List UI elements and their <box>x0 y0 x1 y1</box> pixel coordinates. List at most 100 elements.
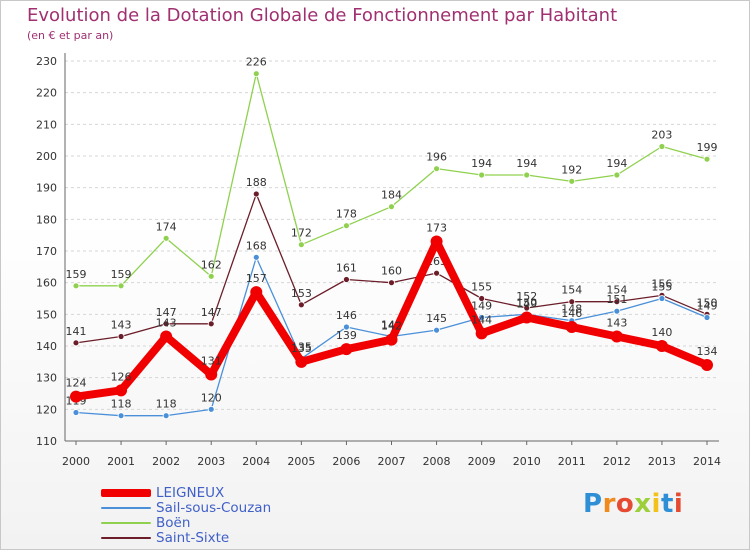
y-tick-label: 120 <box>36 403 57 416</box>
data-label-bo-n: 178 <box>336 208 357 221</box>
data-label-saint-sixte: 141 <box>66 325 87 338</box>
data-label-leigneux: 173 <box>426 222 447 235</box>
data-point-leigneux <box>565 321 578 333</box>
data-point-leigneux <box>115 384 128 397</box>
data-point-sail-sous-couzan <box>703 314 711 321</box>
data-point-saint-sixte <box>117 333 125 340</box>
data-label-leigneux: 157 <box>246 272 267 285</box>
data-point-saint-sixte <box>207 320 215 328</box>
x-tick-label: 2011 <box>558 455 586 468</box>
proxiti-logo: Proxiti <box>583 489 684 519</box>
y-tick-label: 150 <box>36 308 57 321</box>
data-label-saint-sixte: 155 <box>471 281 492 294</box>
data-point-leigneux <box>160 330 173 343</box>
data-point-bo-n <box>433 165 440 173</box>
legend-label: LEIGNEUX <box>156 485 225 501</box>
data-point-bo-n <box>658 143 666 150</box>
data-point-saint-sixte <box>613 298 621 306</box>
data-label-sail-sous-couzan: 149 <box>471 300 492 313</box>
data-point-bo-n <box>388 203 395 211</box>
series-line-bo-n <box>75 73 708 287</box>
data-point-bo-n <box>703 155 711 163</box>
data-label-bo-n: 226 <box>246 56 267 69</box>
data-label-sail-sous-couzan: 151 <box>606 293 627 306</box>
legend-swatch <box>101 507 151 509</box>
data-label-bo-n: 159 <box>111 268 132 281</box>
data-point-bo-n <box>297 241 305 249</box>
data-point-sail-sous-couzan <box>252 253 260 261</box>
data-point-saint-sixte <box>162 320 170 328</box>
data-label-saint-sixte: 150 <box>697 296 718 309</box>
data-label-saint-sixte: 147 <box>156 306 177 319</box>
data-label-leigneux: 140 <box>651 326 672 339</box>
data-label-bo-n: 194 <box>471 157 492 170</box>
data-label-sail-sous-couzan: 146 <box>336 309 357 322</box>
data-point-leigneux <box>430 235 443 248</box>
legend-swatch <box>101 537 151 539</box>
data-label-leigneux: 144 <box>471 313 492 326</box>
data-label-sail-sous-couzan: 149 <box>697 300 718 313</box>
data-point-saint-sixte <box>568 298 576 306</box>
data-label-leigneux: 135 <box>291 342 312 355</box>
legend-swatch <box>101 489 151 497</box>
legend-label: Sail-sous-Couzan <box>156 500 272 516</box>
legend-label: Boën <box>156 515 191 531</box>
data-point-bo-n <box>117 282 125 290</box>
data-point-leigneux <box>385 333 398 346</box>
x-tick-label: 2012 <box>603 455 631 468</box>
data-label-leigneux: 143 <box>606 317 627 330</box>
data-label-leigneux: 142 <box>381 320 402 333</box>
data-point-bo-n <box>162 234 170 242</box>
x-tick-label: 2004 <box>242 455 270 468</box>
x-tick-label: 2009 <box>468 455 496 468</box>
data-point-sail-sous-couzan <box>433 326 440 334</box>
data-point-sail-sous-couzan <box>343 323 350 331</box>
data-point-leigneux <box>520 311 533 324</box>
data-point-saint-sixte <box>252 190 260 198</box>
data-label-sail-sous-couzan: 168 <box>246 239 267 252</box>
data-label-bo-n: 172 <box>291 227 312 240</box>
data-label-bo-n: 184 <box>381 189 402 202</box>
data-point-sail-sous-couzan <box>658 295 666 302</box>
data-label-bo-n: 162 <box>201 258 222 271</box>
data-point-bo-n <box>568 177 576 185</box>
data-point-saint-sixte <box>388 279 395 287</box>
data-point-bo-n <box>72 282 80 290</box>
data-label-bo-n: 194 <box>606 157 627 170</box>
data-point-saint-sixte <box>72 339 80 347</box>
x-tick-label: 2008 <box>423 455 451 468</box>
data-point-leigneux <box>655 340 668 352</box>
y-tick-label: 230 <box>36 55 57 68</box>
chart-title: Evolution de la Dotation Globale de Fonc… <box>27 5 618 26</box>
data-point-leigneux <box>701 359 713 371</box>
data-label-saint-sixte: 153 <box>291 287 312 300</box>
data-label-bo-n: 196 <box>426 151 447 164</box>
data-label-saint-sixte: 156 <box>651 277 672 290</box>
legend-swatch <box>101 522 151 524</box>
data-point-bo-n <box>523 171 531 179</box>
data-label-bo-n: 194 <box>516 157 537 170</box>
y-tick-label: 220 <box>36 87 57 100</box>
x-tick-label: 2002 <box>152 455 180 468</box>
data-label-leigneux: 126 <box>111 370 132 383</box>
data-point-sail-sous-couzan <box>117 412 125 420</box>
data-label-leigneux: 143 <box>156 317 177 330</box>
data-point-leigneux <box>610 330 623 343</box>
data-point-leigneux <box>205 368 218 381</box>
data-label-saint-sixte: 152 <box>516 290 537 303</box>
data-point-bo-n <box>613 171 621 179</box>
data-point-saint-sixte <box>343 276 350 283</box>
data-label-bo-n: 203 <box>651 129 672 142</box>
data-point-bo-n <box>207 272 215 280</box>
y-tick-label: 140 <box>36 340 57 353</box>
data-label-leigneux: 131 <box>201 355 222 368</box>
data-point-leigneux <box>295 355 308 368</box>
data-point-sail-sous-couzan <box>162 412 170 420</box>
x-tick-label: 2006 <box>332 455 360 468</box>
data-point-saint-sixte <box>297 301 305 309</box>
data-label-saint-sixte: 143 <box>111 319 132 332</box>
y-tick-label: 170 <box>36 245 57 258</box>
x-tick-label: 2005 <box>287 455 315 468</box>
data-point-sail-sous-couzan <box>478 314 486 321</box>
